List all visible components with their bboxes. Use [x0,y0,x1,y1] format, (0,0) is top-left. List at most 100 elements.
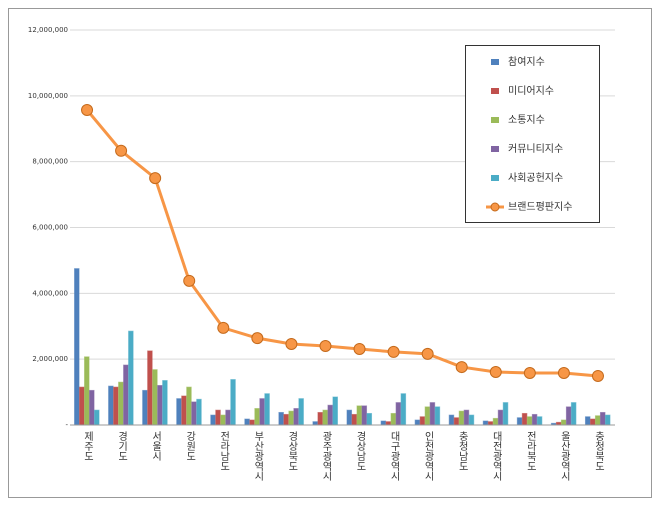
bar [458,410,465,426]
legend-label: 참여지수 [508,56,545,68]
x-tick-label: 전라북도 [524,431,536,471]
bar [317,411,323,426]
bar [594,415,601,426]
bar [152,369,158,426]
bar [142,389,148,426]
line-marker [149,172,162,185]
bar [79,386,85,426]
line-marker [183,274,196,287]
line-marker [319,340,332,352]
bar [380,420,387,426]
bar [560,419,567,426]
bar [118,381,124,426]
bar [434,406,441,426]
bar [89,389,95,426]
bar [502,402,509,426]
bar [332,396,338,426]
line-marker [285,338,298,351]
line-marker [591,369,604,382]
bar [147,350,153,426]
bar [113,386,119,426]
bar [210,414,216,426]
bar [599,411,606,426]
bar [351,413,358,426]
bar [497,409,504,426]
bar [570,402,577,426]
y-tick-label: - [65,421,68,429]
legend-marker [490,202,500,212]
bar [565,406,572,426]
bar [589,418,596,426]
line-marker [251,332,264,345]
x-tick-label: 충청남도 [456,431,468,471]
bar [108,385,114,426]
line [85,109,599,378]
x-tick-label: 울산광역시 [558,431,570,481]
bar [346,409,353,426]
legend-swatch [491,117,499,123]
bar [414,419,421,426]
legend-box [465,45,600,223]
line-marker [557,366,570,379]
bar [521,412,528,426]
bar [230,379,236,426]
x-tick-label: 강원도 [184,431,196,461]
bar [516,417,523,426]
bar [162,380,168,426]
x-tick-label: 대구광역시 [388,431,400,481]
x-tick-label: 경기도 [116,430,128,461]
bar [264,393,270,426]
bar [390,412,397,426]
x-tick-label: 서울시 [150,431,162,461]
x-tick-label: 충청북도 [592,431,604,471]
bar [395,402,402,426]
bar [526,416,533,426]
legend-label: 커뮤니티지수 [508,143,563,155]
bar [327,404,333,426]
legend-label: 브랜드평판지수 [508,201,572,213]
line-marker [115,144,128,157]
bar [176,398,182,426]
x-tick-label: 대전광역시 [490,431,502,481]
bar [356,405,363,426]
legend-label: 사회공헌지수 [508,172,563,184]
bar [322,409,328,426]
legend-swatch [491,59,499,65]
legend-swatch [491,175,499,181]
bar [419,416,426,426]
bar [215,409,221,426]
bar [244,418,250,426]
y-tick-label: 10,000,000 [28,92,68,100]
bar [196,398,202,426]
x-tick-label: 인천광역시 [422,431,434,481]
bar [181,395,187,426]
line-marker [523,366,536,379]
bar [74,268,80,426]
line-marker [353,342,366,355]
bar [468,414,475,426]
legend-label: 소통지수 [508,114,545,126]
x-tick-label: 제주도 [82,431,94,461]
x-tick-label: 경상북도 [286,430,298,471]
legend-label: 미디어지수 [508,85,554,97]
line-marker [455,361,468,374]
bar [288,410,294,426]
bar [191,401,197,426]
bar [220,414,226,426]
x-tick-label: 부산광역시 [252,431,264,481]
bar [254,408,260,426]
bar [283,413,289,426]
legend-swatch [491,88,499,94]
bar [448,414,455,426]
bar [424,406,431,426]
line-marker [421,347,434,360]
bar [94,409,100,426]
bar [259,398,265,426]
bar [463,409,470,426]
bar [84,356,90,426]
bar [482,420,489,426]
y-tick-label: 6,000,000 [32,224,68,232]
bar [584,416,591,426]
bar [157,385,163,426]
